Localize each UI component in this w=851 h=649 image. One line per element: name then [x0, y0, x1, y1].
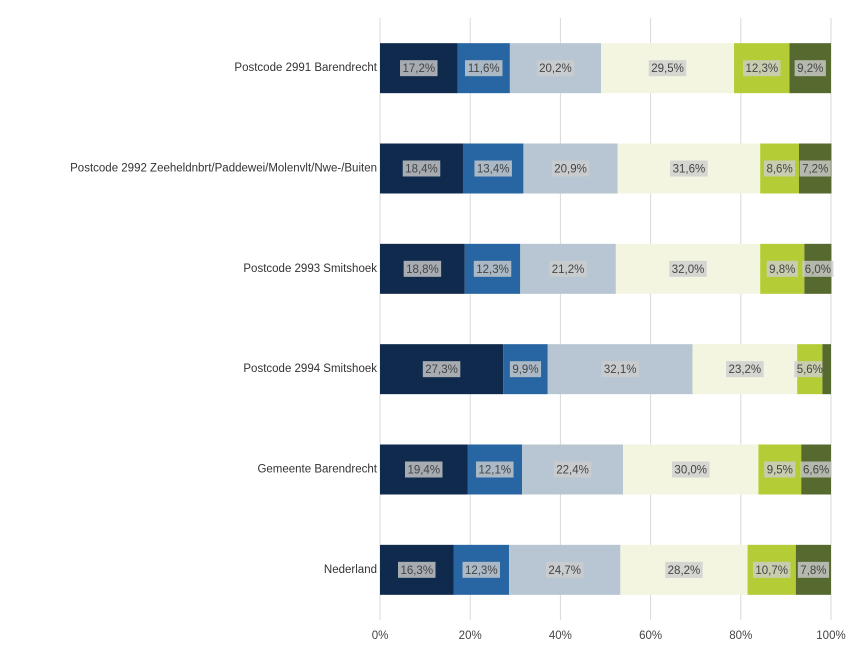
- label-background: [601, 361, 639, 378]
- data-label: 17,2%: [402, 63, 435, 75]
- x-tick-label: 80%: [729, 630, 752, 642]
- data-label: 24,7%: [548, 565, 581, 577]
- label-background: [752, 561, 791, 578]
- category-label: Gemeente Barendrecht: [257, 464, 377, 476]
- data-label: 20,2%: [539, 63, 572, 75]
- label-background: [422, 361, 461, 378]
- data-label: 23,2%: [729, 364, 762, 376]
- label-background: [794, 60, 826, 77]
- data-label: 16,3%: [400, 565, 433, 577]
- data-label: 32,1%: [604, 364, 637, 376]
- data-label: 9,5%: [767, 465, 793, 477]
- data-label: 22,4%: [556, 465, 589, 477]
- data-label: 19,4%: [407, 465, 440, 477]
- label-background: [766, 260, 798, 277]
- data-label: 29,5%: [651, 63, 684, 75]
- category-label: Nederland: [324, 564, 377, 576]
- data-label: 27,3%: [425, 364, 458, 376]
- data-label: 10,7%: [755, 565, 788, 577]
- label-background: [669, 260, 707, 277]
- label-background: [670, 160, 708, 177]
- label-background: [764, 461, 796, 478]
- label-background: [462, 561, 500, 578]
- x-tick-label: 20%: [459, 630, 482, 642]
- label-background: [553, 461, 592, 478]
- label-background: [802, 260, 834, 277]
- label-background: [403, 260, 442, 277]
- label-background: [404, 461, 443, 478]
- label-background: [398, 561, 436, 578]
- label-background: [476, 461, 514, 478]
- data-label: 20,9%: [554, 164, 587, 176]
- label-background: [665, 561, 703, 578]
- data-label: 9,8%: [769, 264, 795, 276]
- label-background: [473, 260, 512, 277]
- x-tick-label: 100%: [816, 630, 845, 642]
- data-label: 9,2%: [797, 63, 823, 75]
- label-background: [402, 160, 441, 177]
- data-label: 12,3%: [476, 264, 509, 276]
- data-label: 9,9%: [512, 364, 538, 376]
- label-background: [743, 60, 781, 77]
- category-label: Postcode 2993 Smitshoek: [243, 263, 377, 275]
- label-background: [549, 260, 587, 277]
- label-background: [648, 60, 687, 77]
- data-label: 6,0%: [805, 264, 831, 276]
- label-background: [400, 60, 438, 77]
- data-label: 5,6%: [797, 364, 823, 376]
- x-tick-label: 0%: [372, 630, 389, 642]
- bar-segment: [822, 344, 831, 395]
- label-background: [474, 160, 512, 177]
- label-background: [536, 60, 575, 77]
- label-background: [671, 461, 710, 478]
- data-label: 11,6%: [468, 63, 500, 75]
- data-label: 12,3%: [465, 565, 498, 577]
- label-background: [799, 160, 831, 177]
- data-label: 30,0%: [674, 465, 707, 477]
- x-tick-label: 40%: [549, 630, 572, 642]
- data-label: 12,1%: [478, 465, 511, 477]
- data-label: 21,2%: [552, 264, 585, 276]
- data-label: 6,6%: [803, 465, 829, 477]
- label-background: [509, 361, 542, 378]
- label-background: [763, 160, 796, 177]
- data-label: 18,8%: [406, 264, 439, 276]
- label-background: [464, 60, 503, 77]
- label-background: [726, 361, 764, 378]
- data-label: 7,8%: [800, 565, 826, 577]
- label-background: [551, 160, 590, 177]
- data-label: 13,4%: [477, 164, 510, 176]
- label-background: [797, 561, 830, 578]
- data-label: 32,0%: [672, 264, 705, 276]
- category-label: Postcode 2994 Smitshoek: [243, 363, 377, 375]
- x-tick-label: 60%: [639, 630, 662, 642]
- data-label: 8,6%: [766, 164, 792, 176]
- data-label: 28,2%: [668, 565, 701, 577]
- data-label: 12,3%: [745, 63, 778, 75]
- category-label: Postcode 2991 Barendrecht: [234, 62, 377, 74]
- label-background: [545, 561, 584, 578]
- category-label: Postcode 2992 Zeeheldnbrt/Paddewei/Molen…: [70, 163, 377, 175]
- data-label: 7,2%: [802, 164, 828, 176]
- data-label: 31,6%: [673, 164, 706, 176]
- data-label: 18,4%: [405, 164, 438, 176]
- label-background: [800, 461, 832, 478]
- label-background: [794, 361, 826, 378]
